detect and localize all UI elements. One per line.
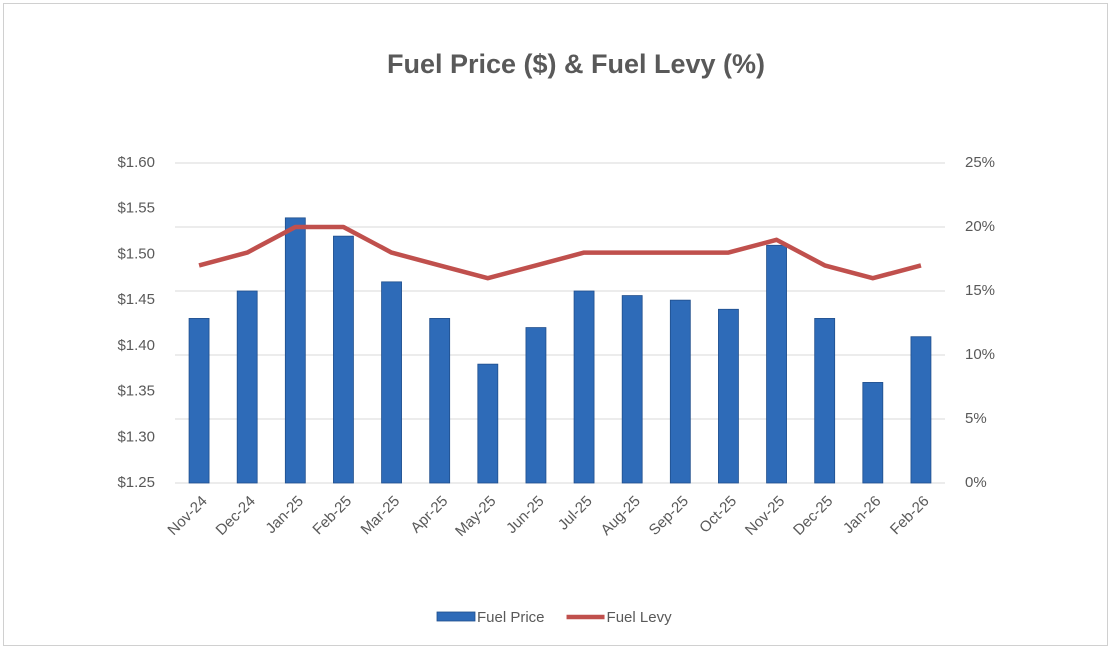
bar [573, 290, 595, 484]
bar [284, 217, 306, 484]
y2-tick-label: 25% [965, 154, 995, 171]
y-tick-label: $1.55 [117, 200, 155, 217]
y-tick-label: $1.40 [117, 337, 155, 354]
y2-tick-label: 5% [965, 410, 987, 427]
bar [910, 336, 932, 484]
y2-tick-label: 10% [965, 346, 995, 363]
y-tick-label: $1.45 [117, 291, 155, 308]
bar [429, 318, 451, 484]
y-tick-label: $1.35 [117, 383, 155, 400]
bar [188, 318, 210, 484]
legend-label: Fuel Levy [607, 609, 673, 626]
bar [333, 235, 354, 484]
bar [862, 382, 884, 484]
bar [525, 327, 547, 484]
chart-title: Fuel Price ($) & Fuel Levy (%) [387, 49, 765, 79]
bar [381, 281, 402, 484]
chart-frame [3, 3, 1108, 646]
y2-tick-label: 20% [965, 218, 995, 235]
y-tick-label: $1.25 [117, 474, 155, 491]
y2-tick-label: 0% [965, 474, 987, 491]
y-tick-label: $1.30 [117, 428, 155, 445]
bar [621, 295, 643, 484]
bar [766, 244, 787, 484]
bar [236, 290, 258, 484]
y2-tick-label: 15% [965, 282, 995, 299]
bar [718, 308, 739, 484]
bar [669, 299, 691, 484]
legend-swatch [436, 611, 476, 622]
y-tick-label: $1.60 [117, 154, 155, 171]
bar [477, 363, 499, 484]
y-tick-label: $1.50 [117, 245, 155, 262]
line [198, 224, 922, 281]
bar [814, 318, 836, 484]
legend-label: Fuel Price [477, 609, 545, 626]
